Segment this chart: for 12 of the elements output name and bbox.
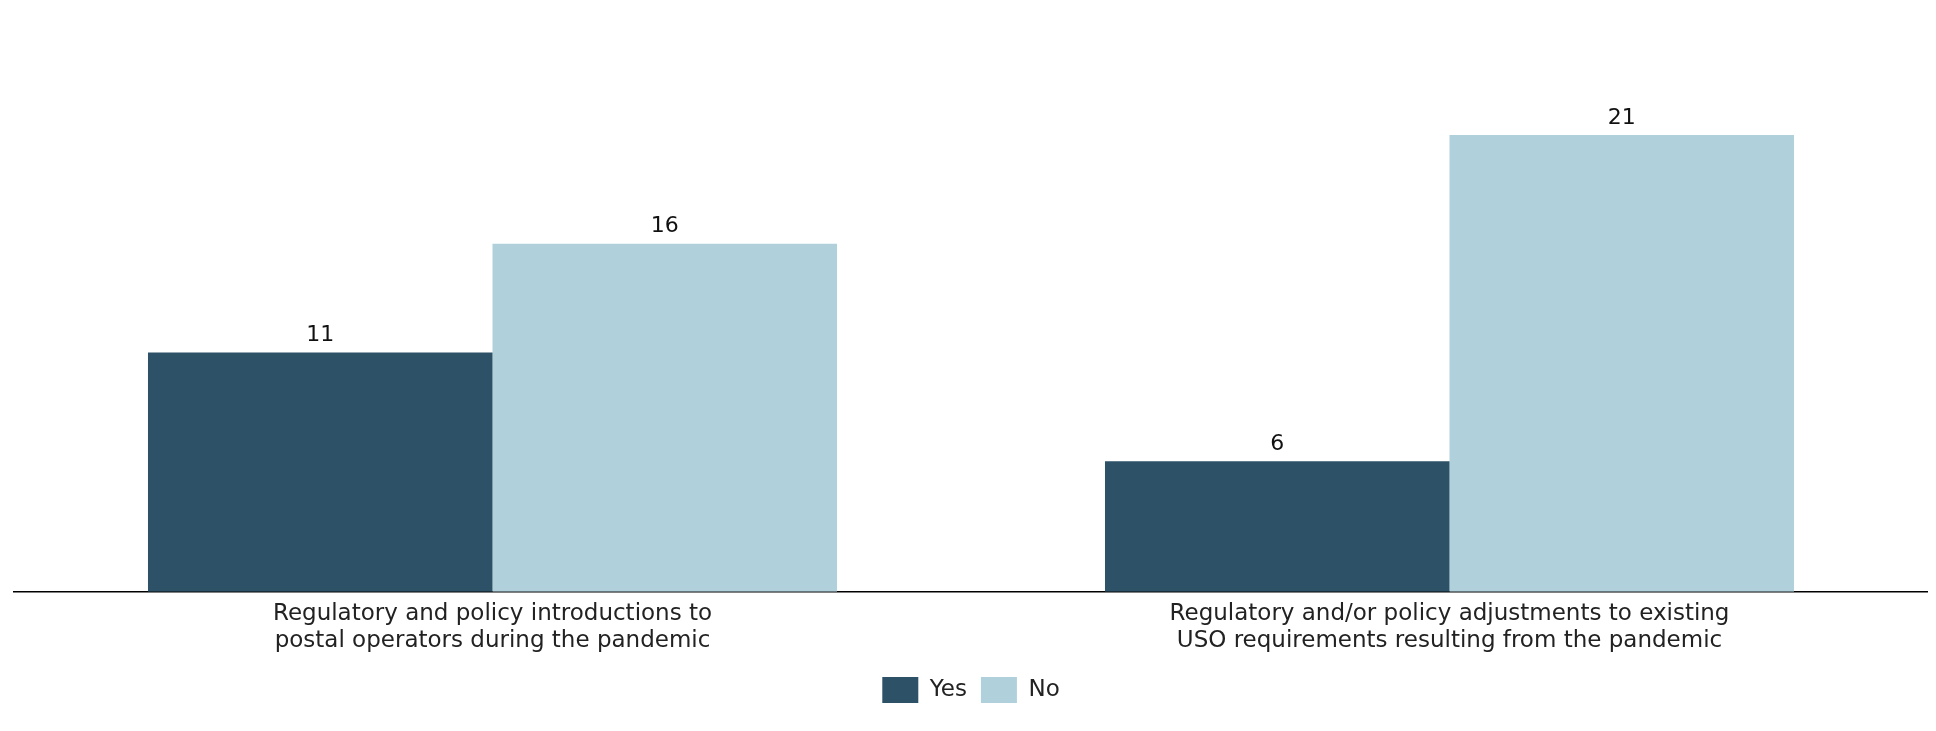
x-tick-label: Regulatory and/or policy adjustments to existing USO requirements resulting from the pandemic (1169, 598, 1730, 653)
bar (1449, 135, 1795, 592)
data-label: 21 (1607, 103, 1636, 129)
data-label: 16 (650, 212, 679, 238)
data-label: 11 (306, 321, 335, 347)
bar (492, 243, 838, 592)
bar (147, 352, 493, 592)
bar (1104, 461, 1450, 592)
legend-label: Yes (928, 674, 967, 701)
legend-label: No (1028, 674, 1060, 701)
data-label: 6 (1270, 430, 1285, 456)
x-tick-label: Regulatory and policy introductions to postal operators during the pandemic (272, 598, 713, 653)
